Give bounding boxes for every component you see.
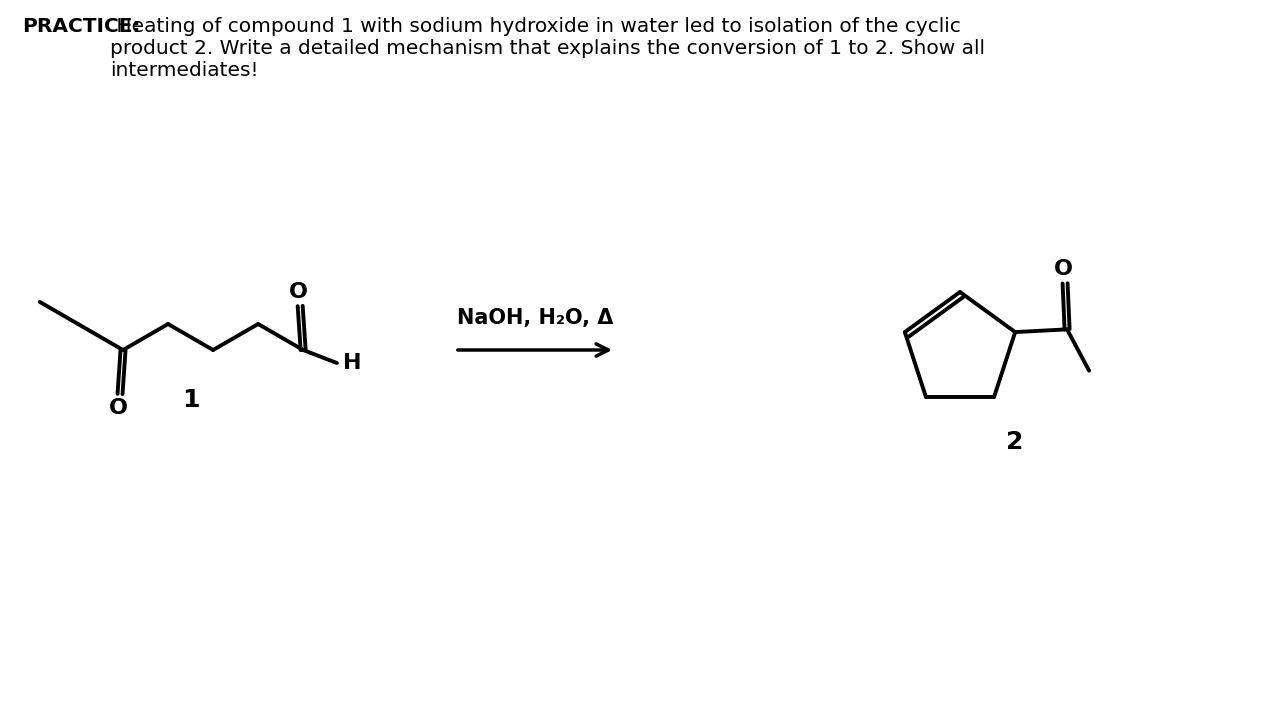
Text: O: O <box>109 398 128 418</box>
Text: O: O <box>289 282 307 302</box>
Text: H: H <box>343 353 361 373</box>
Text: O: O <box>1053 259 1073 279</box>
Text: 1: 1 <box>182 388 200 412</box>
Text: 2: 2 <box>1006 430 1024 454</box>
Text: PRACTICE:: PRACTICE: <box>22 17 141 36</box>
Text: NaOH, H₂O, Δ: NaOH, H₂O, Δ <box>457 308 613 328</box>
Text: Heating of compound 1 with sodium hydroxide in water led to isolation of the cyc: Heating of compound 1 with sodium hydrox… <box>110 17 986 80</box>
